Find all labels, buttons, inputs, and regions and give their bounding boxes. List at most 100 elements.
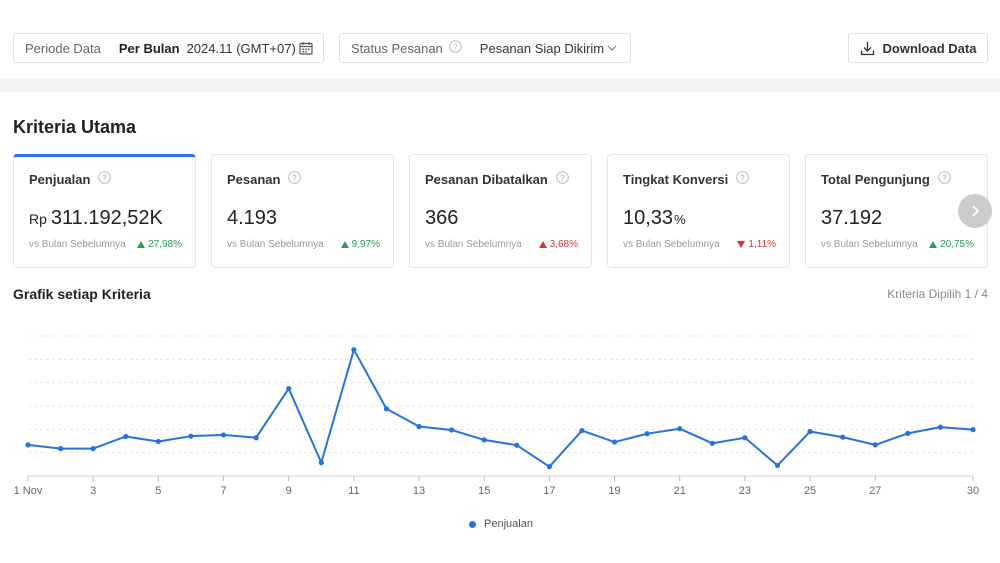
card-title: Pesanan Dibatalkan?	[425, 171, 569, 187]
card-value: 4.193	[227, 207, 277, 230]
metric-card-3[interactable]: Pesanan Dibatalkan? 366 vs Bulan Sebelumny…	[409, 154, 592, 268]
triangle-up-icon	[340, 241, 349, 248]
x-tick-label: 1 Nov	[14, 485, 43, 497]
card-compare-label: vs Bulan Sebelumnya	[29, 239, 126, 250]
data-point	[514, 442, 520, 448]
card-delta: 27,98%	[137, 239, 182, 250]
data-point	[677, 426, 683, 432]
top-filter-bar: Periode Data Per Bulan 2024.11 (GMT+07) …	[0, 0, 1000, 78]
help-icon[interactable]: ?	[556, 171, 569, 187]
card-value: Rp 311.192,52K	[29, 207, 163, 230]
x-tick-label: 17	[543, 485, 555, 497]
x-tick-label: 11	[348, 485, 359, 497]
data-point	[57, 446, 64, 452]
svg-text:?: ?	[102, 174, 107, 183]
data-point	[351, 347, 357, 353]
chart-legend[interactable]: Penjualan	[469, 518, 533, 530]
card-title: Pesanan?	[227, 171, 302, 187]
status-value: Pesanan Siap Dikirim	[479, 40, 605, 56]
card-delta-value: 3,68%	[549, 239, 578, 250]
svg-text:?: ?	[293, 174, 298, 183]
svg-text:?: ?	[560, 174, 565, 183]
x-tick-label: 15	[478, 485, 490, 497]
card-compare-label: vs Bulan Sebelumnya	[623, 239, 720, 250]
x-tick-label: 30	[967, 485, 979, 497]
data-point	[937, 424, 944, 430]
card-delta: 20,75%	[929, 239, 974, 250]
data-point	[318, 460, 324, 466]
legend-label: Penjualan	[484, 518, 533, 530]
chart-title: Grafik setiap Kriteria	[13, 286, 151, 302]
data-point	[742, 435, 748, 441]
help-icon[interactable]: ?	[736, 171, 750, 187]
period-label: Periode Data	[25, 40, 101, 56]
data-point	[970, 427, 976, 433]
card-value-number: 37.192	[821, 207, 883, 229]
download-label: Download Data	[882, 40, 977, 56]
data-point	[644, 431, 650, 437]
card-value: 366	[425, 207, 458, 230]
criteria-selected-count[interactable]: Kriteria Dipilih 1 / 4	[887, 287, 988, 301]
calendar-icon[interactable]	[299, 41, 313, 58]
card-compare-label: vs Bulan Sebelumnya	[227, 239, 324, 250]
section-divider	[0, 78, 1000, 92]
help-icon[interactable]: ?	[938, 171, 951, 187]
triangle-up-icon	[137, 241, 146, 248]
data-point	[774, 462, 781, 469]
card-value: 37.192	[821, 207, 882, 230]
x-tick-label: 19	[608, 485, 620, 497]
triangle-up-icon	[929, 241, 938, 248]
data-point	[840, 434, 846, 440]
chevron-right-icon	[972, 205, 980, 217]
metric-card-4[interactable]: Tingkat Konversi? 10,33% vs Bulan Sebelumn…	[607, 154, 790, 268]
help-icon[interactable]: ?	[448, 40, 462, 56]
sales-line-chart: 1 Nov 3 5 7 9 11 13 15 17 19 21 23 25 27 30	[14, 335, 979, 497]
card-value-number: 10,33	[623, 207, 674, 229]
card-title-text: Penjualan	[29, 171, 91, 187]
data-point	[905, 430, 911, 436]
help-icon[interactable]: ?	[288, 171, 302, 187]
card-title-text: Total Pengunjung	[821, 171, 930, 187]
card-delta-value: 1,11%	[748, 239, 776, 250]
triangle-down-icon	[737, 241, 746, 248]
card-value-prefix: Rp	[29, 211, 47, 227]
section-title: Kriteria Utama	[13, 117, 137, 137]
x-tick-label: 23	[739, 485, 751, 497]
data-point	[611, 439, 618, 445]
metric-card-2[interactable]: Pesanan? 4.193 vs Bulan Sebelumnya 9,97%	[211, 154, 394, 268]
x-tick-label: 9	[286, 485, 292, 497]
legend-dot	[469, 520, 476, 528]
card-compare-label: vs Bulan Sebelumnya	[425, 239, 522, 250]
data-point	[383, 406, 390, 412]
data-point	[872, 442, 878, 448]
period-mode: Per Bulan	[118, 40, 180, 56]
svg-text:?: ?	[942, 174, 947, 183]
order-status-filter[interactable]: Status Pesanan ? Pesanan Siap Dikirim	[339, 33, 631, 63]
data-point	[807, 428, 813, 435]
chevron-down-icon[interactable]	[606, 42, 618, 57]
card-compare-label: vs Bulan Sebelumnya	[821, 239, 918, 250]
download-data-button[interactable]: Download Data	[848, 33, 988, 63]
data-point	[123, 433, 129, 440]
period-filter[interactable]: Periode Data Per Bulan 2024.11 (GMT+07)	[13, 33, 324, 63]
x-tick-label: 13	[413, 485, 425, 497]
card-delta: 3,68%	[538, 239, 578, 250]
data-point	[286, 385, 292, 392]
x-tick-label: 25	[804, 485, 816, 497]
card-delta: 1,11%	[737, 239, 776, 250]
triangle-up-icon	[538, 241, 547, 248]
series-line-penjualan	[27, 348, 974, 468]
help-icon[interactable]: ?	[98, 171, 112, 187]
next-cards-button[interactable]	[958, 194, 992, 228]
data-point	[449, 427, 455, 433]
x-tick-label: 21	[674, 485, 686, 497]
x-tick-label: 27	[869, 485, 881, 497]
data-point	[579, 427, 585, 434]
metric-card-1[interactable]: Penjualan? Rp 311.192,52K vs Bulan Sebelumn…	[13, 154, 196, 268]
download-icon	[860, 41, 874, 55]
card-value: 10,33%	[623, 207, 686, 230]
data-point	[220, 432, 227, 438]
metric-card-5[interactable]: Total Pengunjung? 37.192 vs Bulan Sebelumn…	[805, 154, 988, 268]
card-value-number: 366	[425, 207, 459, 229]
card-delta-value: 20,75%	[940, 239, 974, 250]
